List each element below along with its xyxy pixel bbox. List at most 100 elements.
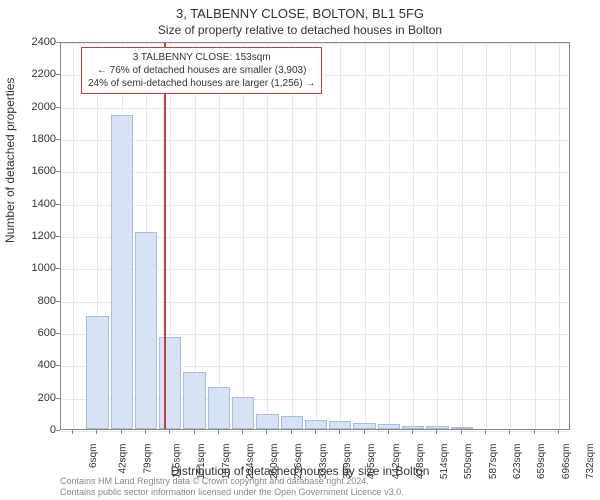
y-tick-mark: [56, 74, 60, 75]
grid-line-v: [486, 43, 487, 429]
x-tick-mark: [461, 430, 462, 434]
y-tick-label: 1600: [16, 165, 56, 177]
x-tick-label: 296sqm: [294, 444, 305, 480]
x-tick-mark: [436, 430, 437, 434]
grid-line-h: [61, 205, 569, 206]
x-tick-label: 732sqm: [585, 444, 596, 480]
y-tick-mark: [56, 333, 60, 334]
histogram-bar: [402, 426, 424, 429]
plot-area: 3 TALBENNY CLOSE: 153sqm← 76% of detache…: [60, 42, 570, 430]
x-tick-mark: [218, 430, 219, 434]
x-tick-label: 659sqm: [536, 444, 547, 480]
x-tick-label: 260sqm: [269, 444, 280, 480]
y-tick-mark: [56, 268, 60, 269]
annotation-box: 3 TALBENNY CLOSE: 153sqm← 76% of detache…: [81, 47, 322, 94]
grid-line-v: [365, 43, 366, 429]
annotation-line: ← 76% of detached houses are smaller (3,…: [88, 64, 315, 77]
y-tick-label: 200: [16, 392, 56, 404]
x-tick-label: 369sqm: [342, 444, 353, 480]
x-tick-label: 333sqm: [318, 444, 329, 480]
x-tick-label: 550sqm: [464, 444, 475, 480]
histogram-bar: [451, 427, 473, 429]
x-tick-mark: [194, 430, 195, 434]
grid-line-v: [195, 43, 196, 429]
grid-line-v: [219, 43, 220, 429]
x-tick-mark: [96, 430, 97, 434]
histogram-bar: [159, 337, 181, 429]
y-tick-mark: [56, 42, 60, 43]
grid-line-v: [292, 43, 293, 429]
annotation-line: 3 TALBENNY CLOSE: 153sqm: [88, 51, 315, 64]
histogram-bar: [378, 424, 400, 429]
x-tick-mark: [291, 430, 292, 434]
y-tick-mark: [56, 171, 60, 172]
y-tick-label: 800: [16, 295, 56, 307]
y-tick-mark: [56, 107, 60, 108]
x-tick-label: 514sqm: [439, 444, 450, 480]
histogram-bar: [86, 316, 108, 429]
y-tick-label: 0: [16, 424, 56, 436]
histogram-bar: [135, 232, 157, 429]
y-tick-label: 1000: [16, 262, 56, 274]
histogram-bar: [426, 426, 448, 429]
grid-line-h: [61, 108, 569, 109]
x-tick-mark: [266, 430, 267, 434]
grid-line-v: [73, 43, 74, 429]
grid-line-h: [61, 172, 569, 173]
grid-line-v: [389, 43, 390, 429]
x-tick-label: 405sqm: [366, 444, 377, 480]
x-tick-label: 224sqm: [245, 444, 256, 480]
y-tick-label: 2000: [16, 101, 56, 113]
x-tick-mark: [509, 430, 510, 434]
y-tick-label: 2400: [16, 36, 56, 48]
grid-line-v: [535, 43, 536, 429]
y-tick-mark: [56, 139, 60, 140]
grid-line-v: [243, 43, 244, 429]
y-tick-label: 2200: [16, 68, 56, 80]
annotation-line: 24% of semi-detached houses are larger (…: [88, 77, 315, 90]
grid-line-v: [559, 43, 560, 429]
x-tick-mark: [121, 430, 122, 434]
x-tick-mark: [388, 430, 389, 434]
y-tick-label: 1800: [16, 133, 56, 145]
y-tick-label: 1200: [16, 230, 56, 242]
y-tick-mark: [56, 236, 60, 237]
x-tick-label: 478sqm: [415, 444, 426, 480]
y-tick-label: 400: [16, 359, 56, 371]
x-tick-mark: [169, 430, 170, 434]
x-tick-label: 151sqm: [196, 444, 207, 480]
histogram-bar: [305, 420, 327, 429]
y-tick-mark: [56, 430, 60, 431]
x-tick-label: 587sqm: [488, 444, 499, 480]
attribution-text: Contains HM Land Registry data © Crown c…: [60, 476, 404, 498]
histogram-bar: [256, 414, 278, 429]
grid-line-v: [437, 43, 438, 429]
chart-title: 3, TALBENNY CLOSE, BOLTON, BL1 5FG: [0, 0, 600, 21]
chart-container: 3, TALBENNY CLOSE, BOLTON, BL1 5FG Size …: [0, 0, 600, 500]
y-tick-label: 600: [16, 327, 56, 339]
y-tick-mark: [56, 204, 60, 205]
x-tick-mark: [364, 430, 365, 434]
x-tick-label: 623sqm: [512, 444, 523, 480]
grid-line-h: [61, 140, 569, 141]
y-tick-mark: [56, 365, 60, 366]
y-tick-label: 1400: [16, 198, 56, 210]
x-tick-mark: [72, 430, 73, 434]
x-tick-mark: [485, 430, 486, 434]
grid-line-v: [413, 43, 414, 429]
x-tick-label: 187sqm: [221, 444, 232, 480]
chart-subtitle: Size of property relative to detached ho…: [0, 21, 600, 37]
grid-line-v: [316, 43, 317, 429]
x-tick-mark: [315, 430, 316, 434]
x-tick-label: 115sqm: [171, 444, 182, 479]
x-tick-mark: [534, 430, 535, 434]
histogram-bar: [183, 372, 205, 429]
x-tick-label: 442sqm: [391, 444, 402, 480]
x-tick-label: 696sqm: [561, 444, 572, 480]
attribution-line-2: Contains public sector information licen…: [60, 487, 404, 498]
histogram-bar: [329, 421, 351, 429]
x-tick-label: 6sqm: [88, 444, 99, 468]
marker-line: [164, 43, 166, 429]
y-tick-mark: [56, 398, 60, 399]
grid-line-v: [340, 43, 341, 429]
